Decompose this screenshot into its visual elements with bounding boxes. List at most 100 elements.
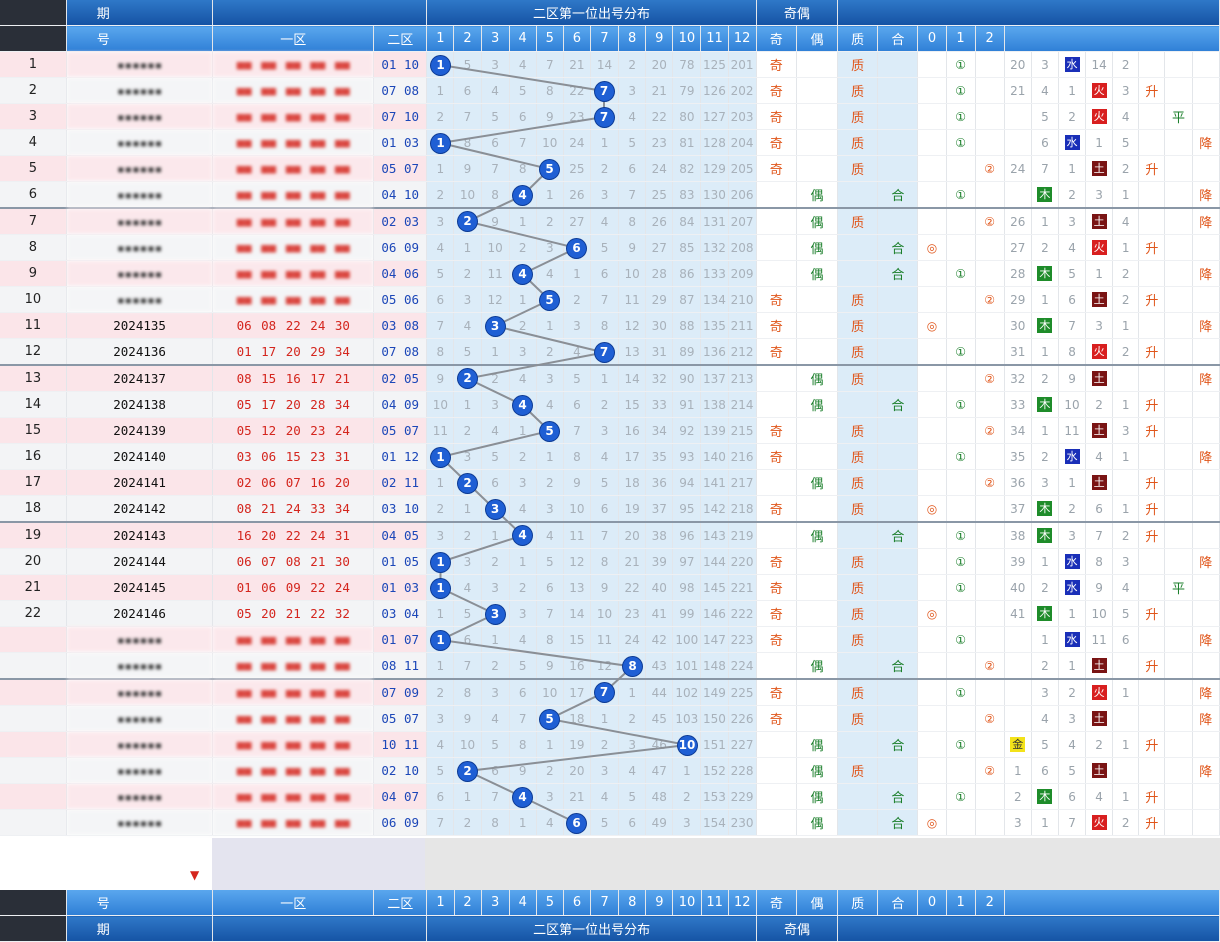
even-header[interactable]: 偶 [796, 890, 839, 916]
r1-header[interactable]: 1 [946, 25, 976, 52]
col-header-2[interactable]: 2 [453, 25, 482, 52]
col-header-5[interactable]: 5 [536, 890, 564, 916]
odd-cell: 奇 [756, 103, 797, 130]
dist-cell-5: 2 [536, 757, 564, 784]
col-header-1[interactable]: 1 [426, 25, 455, 52]
dist-cell-10: 99 [672, 600, 702, 627]
prime-header[interactable]: 质 [837, 25, 879, 52]
trend-down-cell [1192, 574, 1220, 601]
r2-cell [975, 391, 1005, 418]
period-number: ▪▪▪▪▪▪ [66, 731, 214, 758]
col-header-9[interactable]: 9 [645, 890, 674, 916]
zone1-numbers: ■■ ■■ ■■ ■■ ■■ [212, 129, 375, 156]
ext-cell-3: 6 [1058, 783, 1087, 810]
dist-cell-6: 19 [563, 731, 591, 758]
trend-down-cell [1192, 809, 1220, 836]
col-header-3[interactable]: 3 [481, 890, 510, 916]
ball-5: 5 [540, 421, 559, 441]
col-header-9[interactable]: 9 [645, 25, 674, 52]
col-header-12[interactable]: 12 [728, 890, 757, 916]
ext-cell-5: 1 [1112, 495, 1140, 523]
col-header-3[interactable]: 3 [481, 25, 510, 52]
r1-header[interactable]: 1 [946, 890, 976, 916]
odd-header[interactable]: 奇 [756, 25, 797, 52]
trend-up-cell: 升 [1138, 391, 1166, 418]
col-header-10[interactable]: 10 [672, 890, 702, 916]
col-header-5[interactable]: 5 [536, 25, 564, 52]
dist-cell-1: 5 [426, 757, 455, 784]
col-header-8[interactable]: 8 [618, 25, 647, 52]
prime-cell: 质 [837, 129, 879, 156]
col-header-4[interactable]: 4 [509, 25, 537, 52]
dist-cell-12: 223 [728, 626, 757, 653]
element-badge: 土 [1091, 711, 1107, 726]
dist-cell-8: 7 [618, 181, 647, 209]
col-header-4[interactable]: 4 [509, 890, 537, 916]
period-number: ▪▪▪▪▪▪ [66, 705, 214, 732]
dist-cell-12: 227 [728, 731, 757, 758]
dist-cell-6: 2 [563, 286, 591, 313]
dist-cell-5: 6 [536, 574, 564, 601]
composite-header[interactable]: 合 [877, 890, 919, 916]
dist-cell-10: 79 [672, 77, 702, 104]
composite-cell [877, 705, 919, 732]
dist-cell-9: 36 [645, 469, 674, 496]
col-header-7[interactable]: 7 [590, 25, 620, 52]
period-number: ▪▪▪▪▪▪ [66, 652, 214, 680]
col-header-7[interactable]: 7 [590, 890, 620, 916]
composite-header[interactable]: 合 [877, 25, 919, 52]
r2-header[interactable]: 2 [975, 890, 1005, 916]
zone1-header[interactable]: 一区 [212, 25, 375, 52]
col-header-6[interactable]: 6 [563, 25, 591, 52]
dist-cell-11: 144 [700, 548, 729, 575]
col-header-10[interactable]: 10 [672, 25, 702, 52]
dist-cell-9: 22 [645, 103, 674, 130]
ext-cell-2: 木 [1031, 260, 1059, 287]
prime-header[interactable]: 质 [837, 890, 879, 916]
trend-down-cell: 降 [1192, 260, 1220, 287]
ext-cell-3: 3 [1058, 207, 1087, 235]
zone2-header[interactable]: 二区 [373, 890, 428, 916]
trend-up-cell: 升 [1138, 286, 1166, 313]
ext-cell-1: 21 [1004, 77, 1032, 104]
table-row: 6 ▪▪▪▪▪▪ ■■ ■■ ■■ ■■ ■■ 04 10 2 10 8 1 26 3 7 25 83 1… [0, 181, 1220, 209]
r0-header[interactable]: 0 [917, 890, 947, 916]
trend-table: 期二区第一位出号分布 奇偶号一区 二区 1 2 3 4 5 6 7 8 9 10 11 12 奇偶质合 0 1 2 1… [0, 0, 1220, 836]
col-header-11[interactable]: 11 [700, 25, 729, 52]
trend-down-cell: 降 [1192, 548, 1220, 575]
odd-header[interactable]: 奇 [756, 890, 797, 916]
zone2-header[interactable]: 二区 [373, 25, 428, 52]
zone1-numbers: ■■ ■■ ■■ ■■ ■■ [212, 181, 375, 209]
ext-cell-3: 6 [1058, 286, 1087, 313]
col-header-6[interactable]: 6 [563, 890, 592, 916]
trend-flat-cell [1164, 207, 1193, 235]
zone2-numbers: 02 03 [373, 207, 428, 235]
arrow-down-icon[interactable]: ▼ [190, 868, 200, 882]
col-header-2[interactable]: 2 [454, 890, 482, 916]
col-header-8[interactable]: 8 [618, 890, 647, 916]
dist-cell-11: 134 [700, 286, 729, 313]
period-number: ▪▪▪▪▪▪ [66, 77, 214, 104]
dist-cell-8: 21 [618, 548, 647, 575]
zone1-numbers: ■■ ■■ ■■ ■■ ■■ [212, 51, 375, 78]
even-cell [796, 443, 839, 470]
r0-header[interactable]: 0 [917, 25, 947, 52]
even-cell: 偶 [796, 181, 839, 209]
col-header-12[interactable]: 12 [728, 25, 757, 52]
dist-cell-8: 19 [618, 495, 647, 523]
ext-cell-3: 水 [1058, 574, 1087, 601]
element-badge: 火 [1091, 685, 1107, 700]
col-header-11[interactable]: 11 [701, 890, 729, 916]
element-badge: 土 [1091, 423, 1107, 438]
r2-header[interactable]: 2 [975, 25, 1005, 52]
zone1-header[interactable]: 一区 [212, 890, 375, 916]
element-badge: 水 [1064, 57, 1080, 72]
dist-cell-8: 9 [618, 234, 647, 261]
trend-flat-cell [1164, 417, 1193, 444]
r1-cell: ① [946, 783, 976, 810]
ext-cell-5: 2 [1112, 155, 1140, 182]
ext-cell-5: 2 [1112, 521, 1140, 549]
col-header-1[interactable]: 1 [426, 890, 455, 916]
ext-cell-2: 木 [1031, 181, 1059, 209]
even-header[interactable]: 偶 [796, 25, 839, 52]
